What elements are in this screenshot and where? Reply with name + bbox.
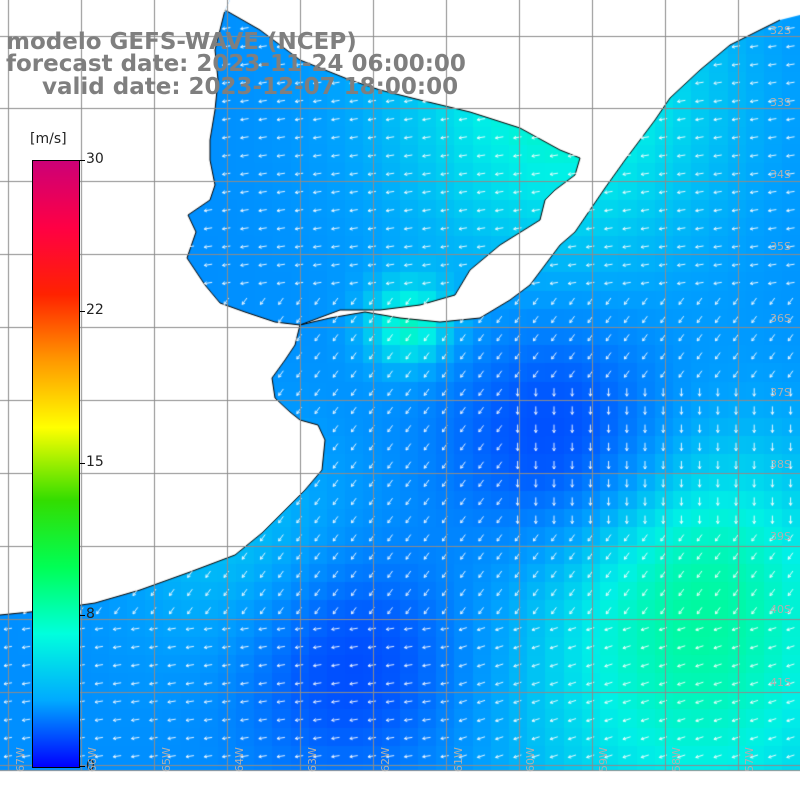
lat-label: 32S	[770, 24, 791, 37]
lat-label: 39S	[770, 530, 791, 543]
forecast-date: forecast date: 2023-11-24 06:00:00	[6, 51, 466, 77]
lat-label: 33S	[770, 96, 791, 109]
lat-label: 36S	[770, 312, 791, 325]
lon-label: 61W	[452, 747, 465, 772]
colorbar-tickmark	[79, 311, 85, 312]
lat-label: 35S	[770, 240, 791, 253]
colorbar-tick-30: 30	[86, 151, 104, 167]
lon-label: 64W	[233, 747, 246, 772]
lon-label: 63W	[306, 747, 319, 772]
colorbar	[32, 160, 80, 768]
lon-label: 60W	[524, 747, 537, 772]
model-title: modelo GEFS-WAVE (NCEP)	[6, 29, 357, 55]
colorbar-tickmark	[79, 160, 85, 161]
colorbar-tickmark	[79, 615, 85, 616]
lon-label: 66W	[86, 747, 99, 772]
colorbar-tickmark	[79, 766, 85, 767]
lat-label: 37S	[770, 386, 791, 399]
lat-label: 40S	[770, 603, 791, 616]
lon-label: 62W	[379, 747, 392, 772]
lon-label: 58W	[670, 747, 683, 772]
colorbar-tick-8: 8	[86, 606, 95, 622]
lon-label: 67W	[14, 747, 27, 772]
lon-label: 59W	[597, 747, 610, 772]
colorbar-tick-0: 0	[86, 758, 95, 774]
colorbar-tick-22: 22	[86, 302, 104, 318]
lat-label: 38S	[770, 458, 791, 471]
lon-label: 65W	[160, 747, 173, 772]
colorbar-tickmark	[79, 463, 85, 464]
lon-label: 57W	[743, 747, 756, 772]
lat-label: 34S	[770, 168, 791, 181]
lat-label: 41S	[770, 676, 791, 689]
colorbar-unit: [m/s]	[30, 131, 67, 147]
colorbar-tick-15: 15	[86, 454, 104, 470]
valid-date: valid date: 2023-12-07 18:00:00	[42, 74, 459, 100]
